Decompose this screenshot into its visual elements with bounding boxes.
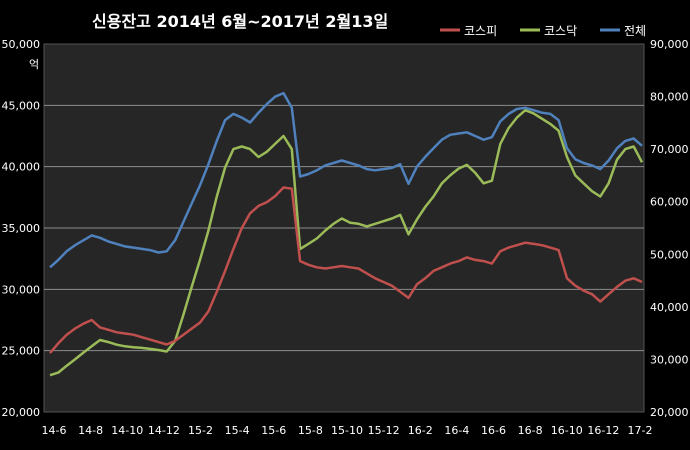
x-tick-label: 16-6 <box>481 424 506 437</box>
x-tick-label: 14-12 <box>148 424 180 437</box>
left-tick-label: 30,000 <box>2 283 41 296</box>
x-tick-label: 16-10 <box>551 424 583 437</box>
x-tick-label: 14-10 <box>111 424 143 437</box>
x-tick-label: 15-4 <box>225 424 250 437</box>
right-tick-label: 90,000 <box>650 38 689 51</box>
legend-label: 코스피 <box>464 24 497 38</box>
right-tick-label: 20,000 <box>650 406 689 419</box>
grid-lines <box>44 104 644 352</box>
left-axis-ticks: 20,000 25,000 30,000 35,000 40,000 45,000 50,0… <box>2 38 41 419</box>
series-line-1 <box>49 186 643 354</box>
right-tick-label: 80,000 <box>650 91 689 104</box>
x-tick-label: 17-2 <box>628 424 653 437</box>
chart-title: 신용잔고 2014년 6월~2017년 2월13일 <box>92 12 388 31</box>
right-tick-label: 60,000 <box>650 196 689 209</box>
left-axis-unit: 억 <box>29 58 39 71</box>
left-tick-label: 40,000 <box>2 161 41 174</box>
right-axis-ticks: 20,000 30,000 40,000 50,000 60,000 70,000 80,0… <box>650 38 689 419</box>
right-tick-label: 30,000 <box>650 353 689 366</box>
x-tick-label: 16-12 <box>587 424 619 437</box>
right-tick-label: 70,000 <box>650 143 689 156</box>
x-axis-ticks: 14-6 14-8 14-10 14-12 15-2 15-4 15-6 15-8 15-10 1… <box>42 424 653 437</box>
series-line-2 <box>49 108 644 377</box>
legend-label: 전체 <box>624 24 646 38</box>
x-tick-label: 15-10 <box>331 424 363 437</box>
right-tick-label: 50,000 <box>650 248 689 261</box>
left-tick-label: 45,000 <box>2 99 41 112</box>
x-tick-label: 16-8 <box>518 424 543 437</box>
x-tick-label: 15-6 <box>261 424 286 437</box>
right-tick-label: 40,000 <box>650 301 689 314</box>
left-tick-label: 35,000 <box>2 222 41 235</box>
x-tick-label: 16-4 <box>444 424 469 437</box>
left-tick-label: 50,000 <box>2 38 41 51</box>
series-line-3 <box>49 91 643 269</box>
left-tick-label: 25,000 <box>2 345 41 358</box>
legend-label: 코스닥 <box>544 24 577 38</box>
x-tick-label: 14-8 <box>78 424 103 437</box>
legend: 코스피 코스닥 전체 <box>440 24 646 38</box>
x-tick-label: 15-12 <box>368 424 400 437</box>
x-tick-label: 16-2 <box>408 424 433 437</box>
series-lines <box>49 91 644 377</box>
x-tick-label: 14-6 <box>42 424 67 437</box>
x-tick-label: 15-2 <box>188 424 213 437</box>
x-tick-label: 15-8 <box>298 424 323 437</box>
left-tick-label: 20,000 <box>2 406 41 419</box>
